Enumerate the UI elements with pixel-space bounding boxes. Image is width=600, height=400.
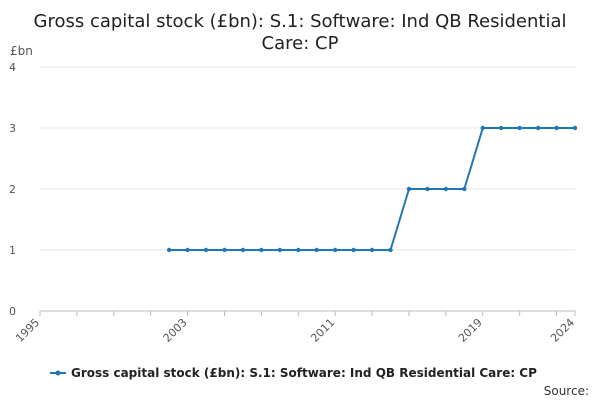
grid-lines [40,66,575,251]
data-point[interactable] [554,125,559,131]
data-point[interactable] [166,247,172,253]
y-axis-tick-labels: 0 1 2 3 4 [9,61,16,318]
legend[interactable]: Gross capital stock (£bn): S.1: Software… [50,366,537,380]
data-point[interactable] [314,247,319,253]
data-point[interactable] [296,247,301,253]
y-tick-label: 2 [9,183,16,196]
x-tick-label: 2024 [548,316,577,345]
data-point[interactable] [240,247,246,253]
chart-title-line-1: Gross capital stock (£bn): S.1: Software… [34,11,567,32]
data-point[interactable] [572,125,578,131]
data-point[interactable] [222,247,227,253]
data-point[interactable] [480,125,485,131]
x-axis-tick-labels: 1995 2003 2011 2019 2024 [13,316,577,345]
data-point[interactable] [535,125,541,131]
source-label: Source: [544,384,589,398]
data-point[interactable] [369,247,375,253]
x-tick-label: 2003 [161,316,190,345]
x-tick-label: 2019 [456,316,485,345]
y-tick-label: 1 [9,244,16,257]
data-point[interactable] [443,186,449,192]
chart-title-line-2: Care: CP [262,33,339,54]
data-point[interactable] [185,247,190,253]
legend-label: Gross capital stock (£bn): S.1: Software… [71,366,537,380]
data-point[interactable] [462,186,467,192]
data-point[interactable] [203,247,209,253]
x-tick-label: 1995 [13,316,42,345]
data-point[interactable] [259,247,264,253]
data-point[interactable] [499,125,504,131]
y-tick-label: 3 [9,122,16,135]
data-point[interactable] [406,186,412,192]
y-tick-label: 0 [9,305,16,318]
data-point[interactable] [388,247,393,253]
y-tick-label: 4 [9,61,16,74]
chart-title: Gross capital stock (£bn): S.1: Software… [34,11,567,54]
x-axis [39,310,576,316]
data-point[interactable] [517,125,522,131]
legend-marker-swatch [55,370,61,376]
data-point[interactable] [332,247,338,253]
series-line-group [166,125,578,253]
data-point[interactable] [277,247,283,253]
y-axis-unit-label: £bn [10,44,33,58]
x-tick-label: 2011 [308,316,337,345]
data-point[interactable] [425,186,430,192]
data-point[interactable] [351,247,356,253]
